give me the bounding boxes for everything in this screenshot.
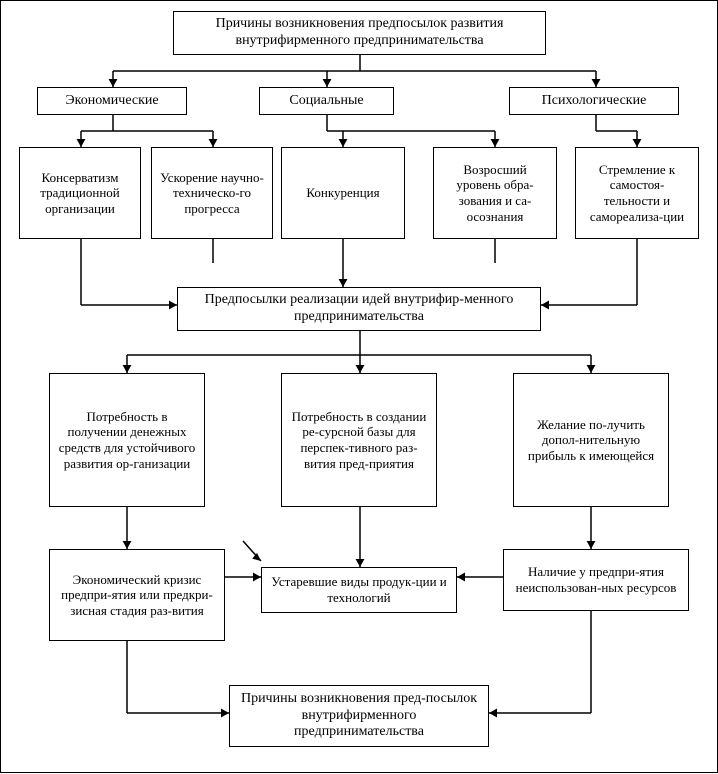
diagram-canvas: Причины возникновения предпосылок развит… [0,0,718,773]
node-prereq: Предпосылки реализации идей внутрифир-ме… [177,287,541,331]
node-soc: Социальные [259,87,394,115]
node-p2: Потребность в создании ре-сурсной базы д… [281,373,437,507]
node-final: Причины возникновения пред-посылок внутр… [229,685,489,747]
node-econ: Экономические [37,87,187,115]
node-f1: Консерватизм традиционной организации [19,147,141,239]
node-f5: Стремление к самостоя-тельности и саморе… [575,147,699,239]
node-title: Причины возникновения предпосылок развит… [173,11,546,55]
node-f3: Конкуренция [281,147,405,239]
node-r3: Наличие у предпри-ятия неиспользован-ных… [503,549,689,611]
node-r2: Устаревшие виды продук-ции и технологий [261,567,457,613]
node-f2: Ускорение научно-техническо-го прогресса [151,147,273,239]
node-p3: Желание по-лучить допол-нительную прибыл… [513,373,669,507]
node-r1: Экономический кризис предпри-ятия или пр… [49,549,225,641]
node-f4: Возросший уровень обра-зования и са-осоз… [433,147,557,239]
node-p1: Потребность в получении денежных средств… [49,373,205,507]
node-psy: Психологические [509,87,679,115]
